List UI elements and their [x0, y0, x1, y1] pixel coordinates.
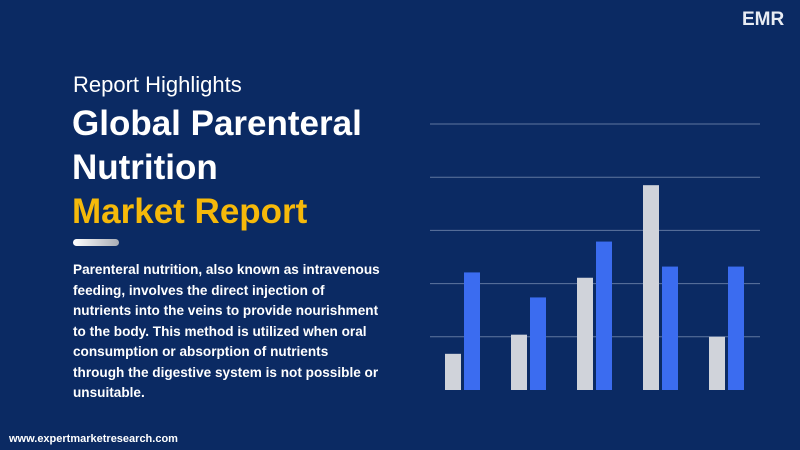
- bar: [596, 241, 612, 390]
- bar: [445, 353, 461, 390]
- logo: EMR: [742, 9, 785, 30]
- bar: [577, 277, 593, 390]
- bar: [728, 266, 744, 390]
- body-text: through the digestive system is not poss…: [73, 364, 379, 380]
- body-text: Parenteral nutrition, also known as intr…: [73, 262, 380, 277]
- body-text: nutrients into the veins to provide nour…: [73, 303, 379, 318]
- bar: [709, 336, 725, 390]
- body-text: consumption or absorption of nutrients: [73, 344, 329, 359]
- bar: [662, 266, 678, 390]
- title-highlight: Market Report: [72, 192, 308, 231]
- body-text: feeding, involves the direct injection o…: [73, 282, 325, 298]
- title: Global Parenteral: [72, 104, 362, 143]
- bar: [643, 185, 659, 390]
- bar: [511, 334, 527, 390]
- body-text: to the body. This method is utilized whe…: [73, 323, 367, 339]
- footer-url: www.expertmarketresearch.com: [9, 433, 178, 445]
- body-text: unsuitable.: [73, 385, 145, 400]
- title: Nutrition: [72, 148, 218, 187]
- divider: [73, 239, 119, 246]
- bar: [464, 272, 480, 390]
- kicker: Report Highlights: [73, 72, 242, 97]
- bar: [530, 297, 546, 390]
